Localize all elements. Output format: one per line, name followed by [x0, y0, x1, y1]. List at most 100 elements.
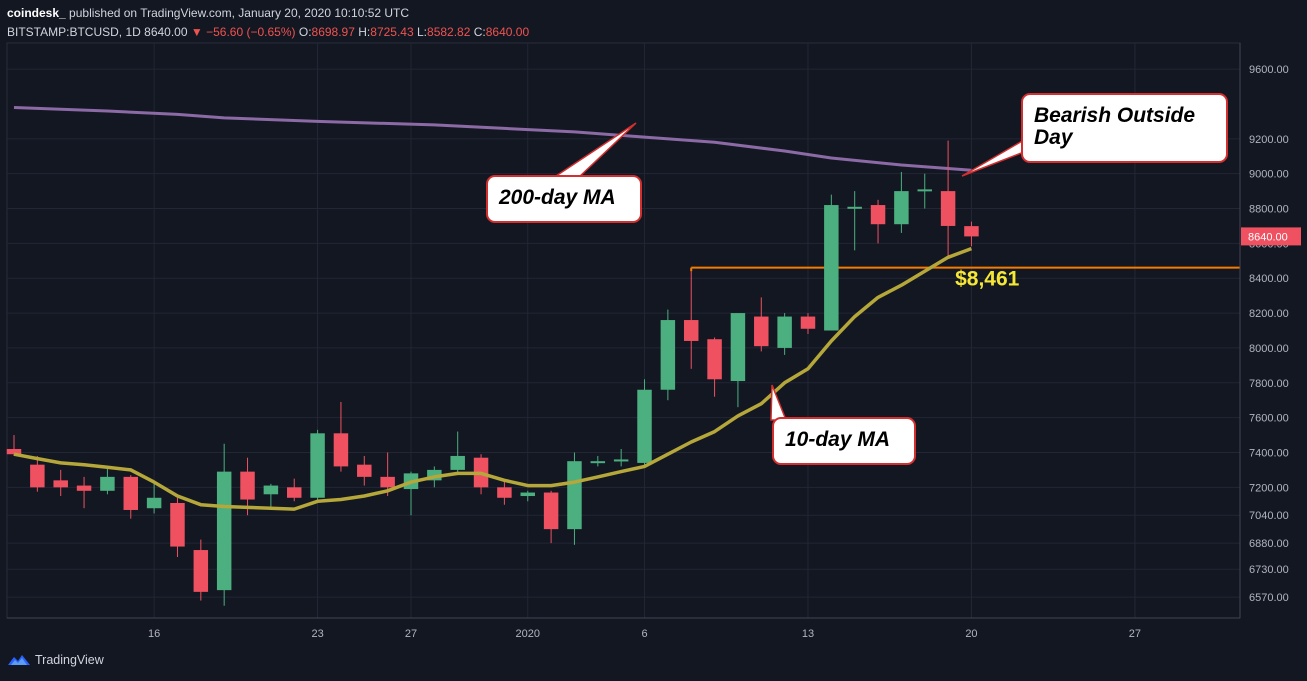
candle-body: [310, 433, 325, 498]
y-tick-label: 8000.00: [1249, 343, 1289, 355]
callout-fill: [489, 178, 639, 220]
last-price-label: 8640.00: [1248, 231, 1288, 243]
x-tick-label: 20: [965, 628, 977, 640]
candle-body: [30, 464, 45, 488]
candle-body: [824, 205, 839, 331]
ma10-line: [13, 246, 973, 511]
candle-body: [497, 487, 512, 498]
candle-body: [590, 461, 606, 464]
ma200-line: [13, 106, 972, 172]
candle-body: [754, 316, 769, 347]
candle-body: [660, 320, 676, 390]
candle-body: [567, 461, 582, 530]
x-tick-label: 23: [311, 628, 323, 640]
candle-body: [263, 485, 279, 495]
candle-body: [800, 316, 816, 329]
callout-text: Bearish Outside: [1034, 104, 1195, 127]
candle-body: [357, 464, 372, 477]
candle-body: [613, 459, 629, 462]
published-info: published on TradingView.com, January 20…: [69, 6, 410, 20]
candles-layer: [6, 140, 979, 606]
candle-body: [100, 476, 115, 491]
callout-text: 10-day MA: [785, 428, 890, 451]
last-price-tag: [1241, 227, 1301, 246]
x-tick-label: 27: [1129, 628, 1141, 640]
low-label: L:: [417, 25, 428, 39]
support-level-label: $8,461: [955, 268, 1020, 291]
candle-body: [520, 492, 535, 497]
candle-body: [707, 339, 722, 380]
last-price-text: 8640.00: [144, 25, 188, 39]
ma200-layer: [13, 106, 972, 172]
close-value: 8640.00: [485, 25, 530, 39]
candle-body: [193, 550, 209, 592]
y-tick-label: 6570.00: [1249, 592, 1289, 604]
candle-body: [637, 389, 652, 463]
candle-body: [940, 191, 956, 226]
open-label: O:: [298, 25, 312, 39]
annotation-ma200[interactable]: 200-day MA: [486, 122, 642, 223]
candle-body: [240, 471, 255, 500]
y-tick-label: 7040.00: [1249, 510, 1289, 522]
candle-body: [216, 471, 232, 591]
candle-body: [777, 316, 792, 348]
y-tick-label: 9600.00: [1249, 64, 1289, 76]
y-tick-label: 8800.00: [1249, 204, 1289, 216]
tradingview-logo-icon: [8, 655, 30, 665]
y-tick-label: 9200.00: [1249, 134, 1289, 146]
candle-body: [123, 476, 139, 510]
candle-body: [333, 433, 349, 467]
x-tick-label: 6: [641, 628, 647, 640]
candle-body: [427, 469, 442, 481]
high-label: H:: [358, 25, 371, 39]
candle-body: [847, 206, 862, 209]
y-tick-label: 7600.00: [1249, 413, 1289, 425]
support-level-layer: $8,461: [690, 266, 1240, 291]
callout-text: Day: [1034, 126, 1074, 149]
axes-layer: 6570.00 6730.00 6880.00 7040.00 7200.00 7400.…: [7, 43, 1301, 640]
brand-label: TradingView: [35, 653, 104, 667]
author-name[interactable]: coindesk_: [7, 6, 66, 20]
callout-fill: [1024, 96, 1225, 160]
close-label: C:: [473, 25, 486, 39]
x-tick-label: 13: [802, 628, 814, 640]
y-tick-label: 6880.00: [1249, 538, 1289, 550]
ma10-layer: [13, 246, 973, 511]
y-tick-label: 8200.00: [1249, 308, 1289, 320]
y-tick-label: 7800.00: [1249, 378, 1289, 390]
x-tick-label: 2020: [516, 628, 540, 640]
candle-body: [286, 487, 302, 498]
candle-body: [870, 205, 886, 225]
candle-body: [543, 492, 559, 530]
y-tick-label: 7200.00: [1249, 482, 1289, 494]
candle-body: [76, 485, 92, 491]
callout-text: 200-day MA: [498, 186, 616, 209]
y-tick-label: 8400.00: [1249, 273, 1289, 285]
candle-body: [964, 226, 979, 237]
tradingview-branding[interactable]: TradingView: [7, 653, 104, 667]
candle-body: [380, 476, 395, 488]
chart-header: coindesk_ published on TradingView.com, …: [7, 4, 529, 42]
candle-body: [730, 313, 746, 382]
candle-body: [146, 497, 162, 509]
candle-body: [53, 480, 68, 488]
high-value: 8725.43: [370, 25, 414, 39]
low-value: 8582.82: [427, 25, 471, 39]
candle-body: [6, 448, 22, 455]
x-tick-label: 16: [148, 628, 160, 640]
callout-fill: [775, 420, 913, 462]
x-tick-label: 27: [405, 628, 417, 640]
annotation-ma10[interactable]: 10-day MA: [770, 384, 916, 465]
candle-body: [683, 320, 699, 341]
price-change: −56.60 (−0.65%): [206, 25, 296, 39]
candle-body: [450, 455, 465, 470]
y-tick-label: 7400.00: [1249, 447, 1289, 459]
y-tick-label: 6730.00: [1249, 564, 1289, 576]
open-value: 8698.97: [311, 25, 355, 39]
symbol-label[interactable]: BITSTAMP:BTCUSD, 1D: [7, 25, 141, 39]
down-arrow-icon: ▼: [190, 25, 203, 39]
candle-body: [917, 189, 932, 192]
